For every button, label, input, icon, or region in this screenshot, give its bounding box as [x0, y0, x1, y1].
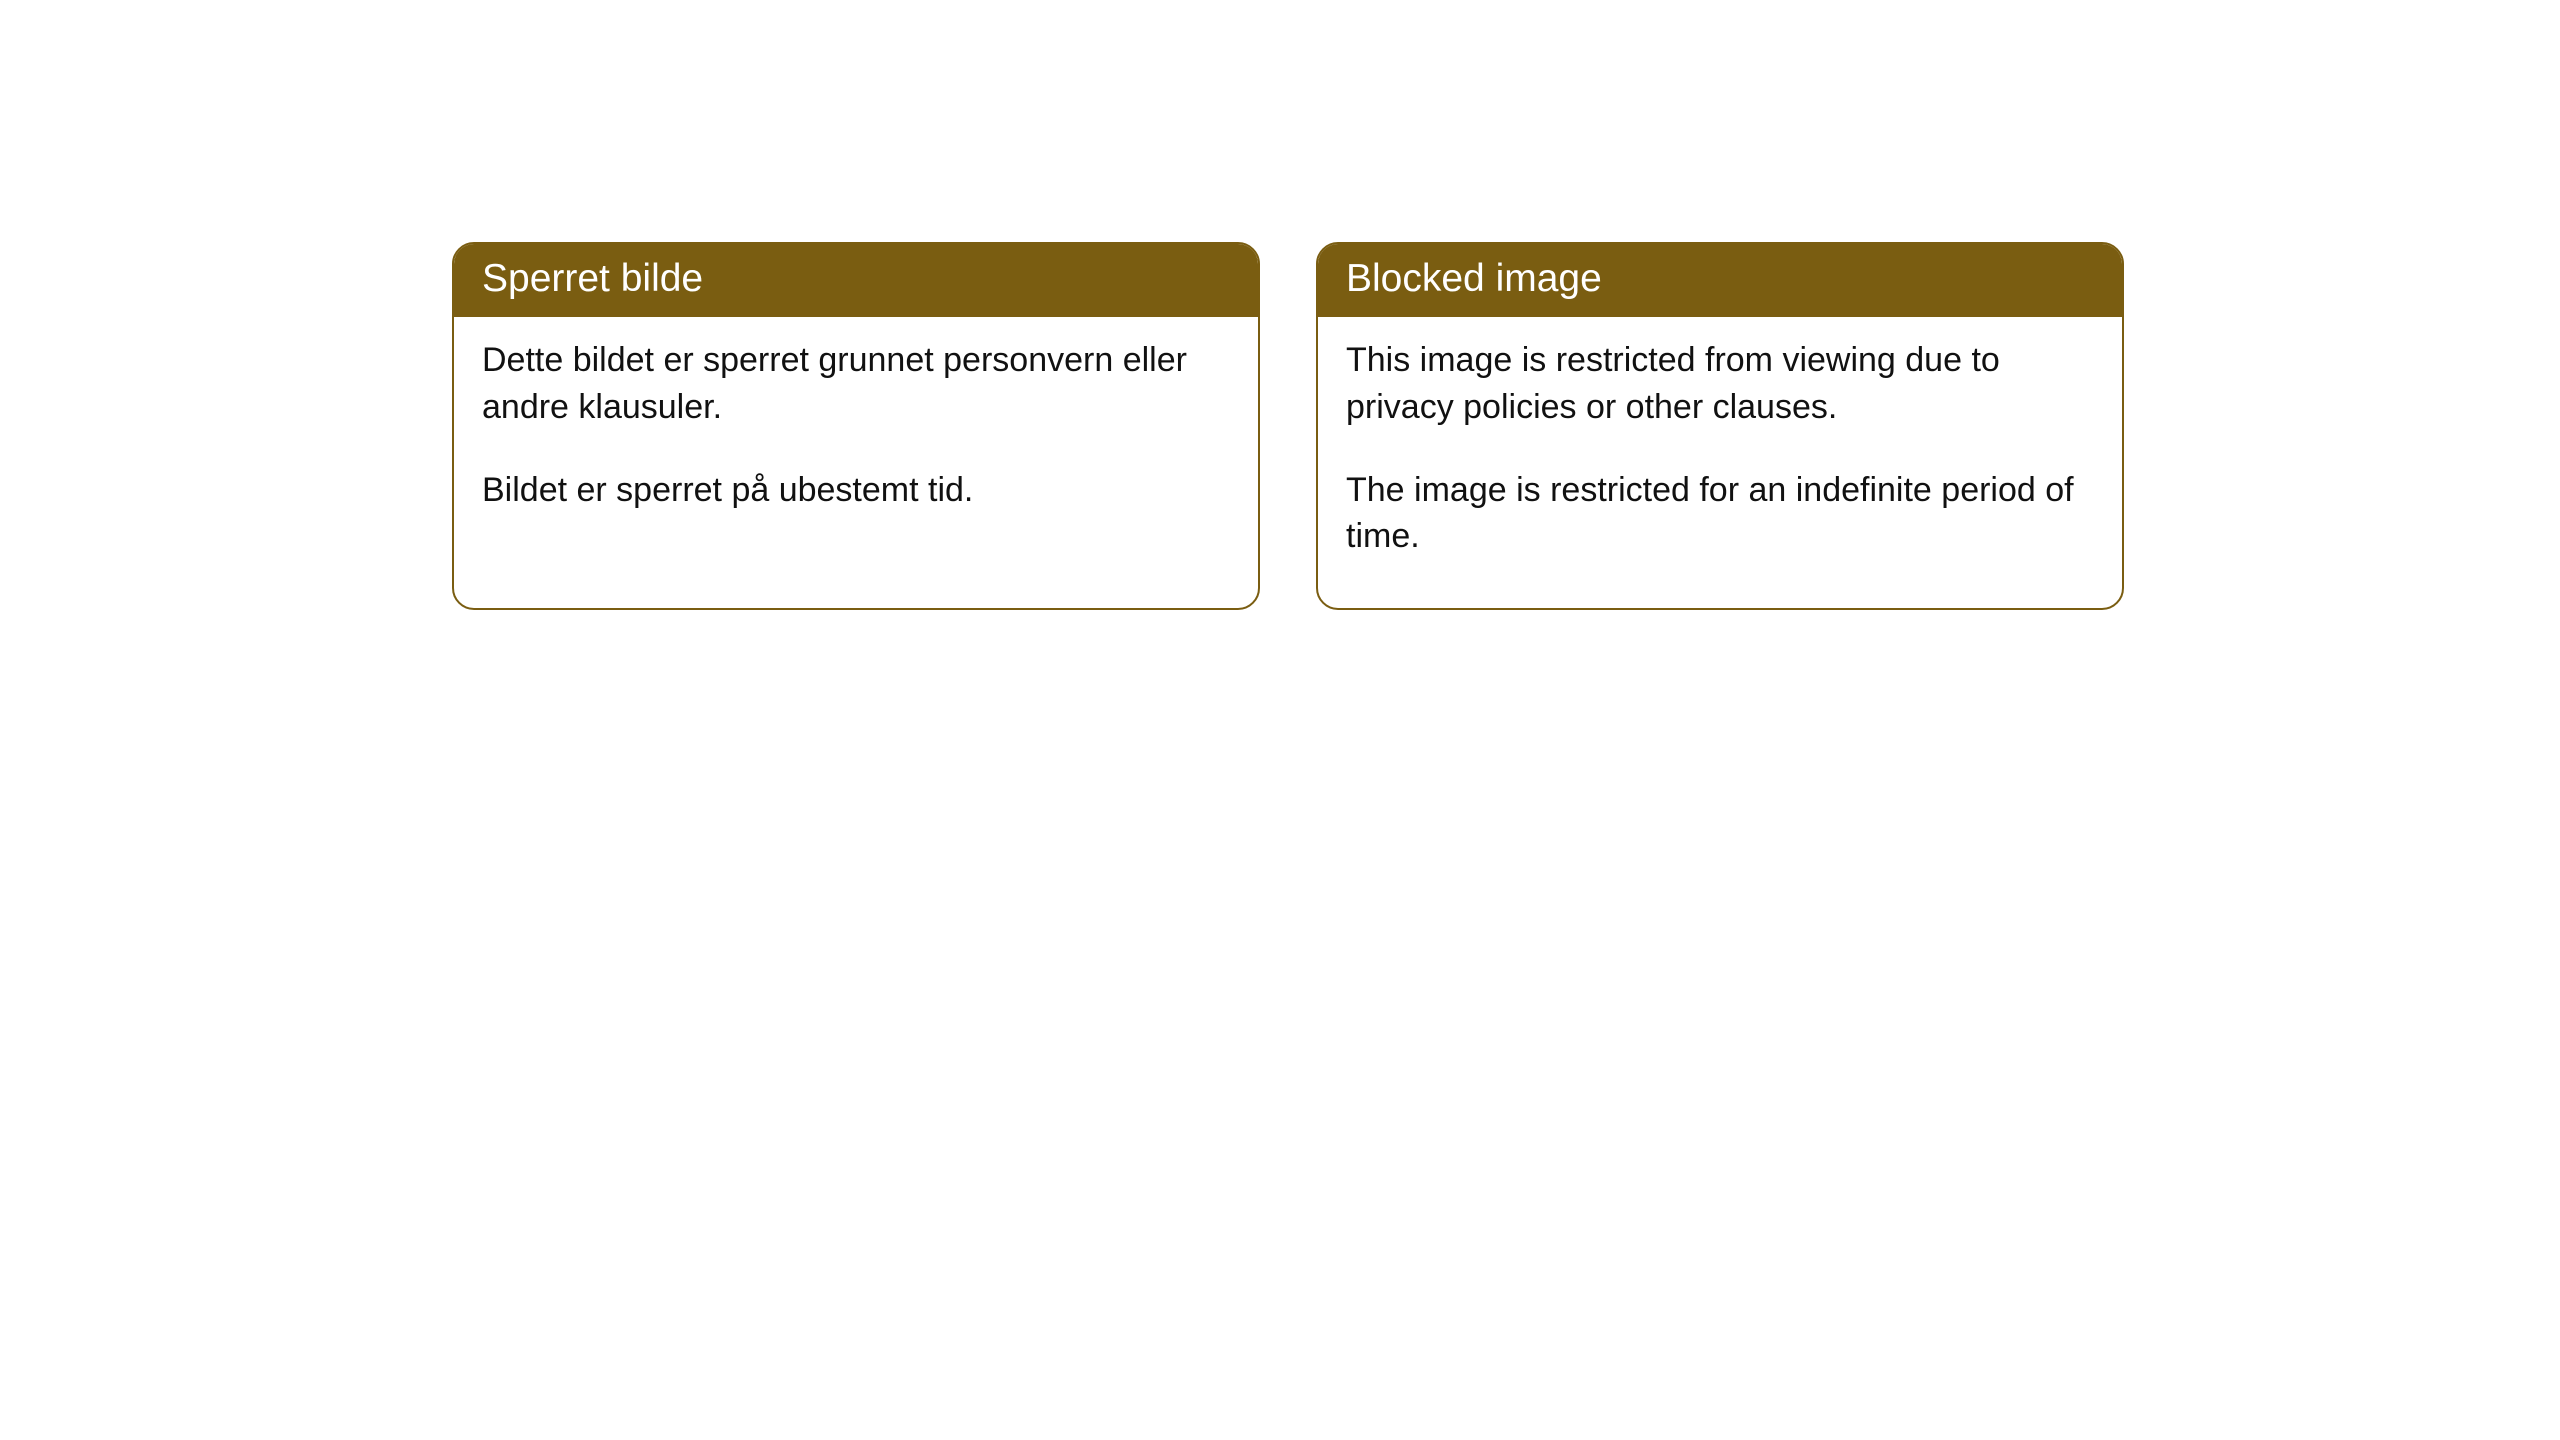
card-header-norwegian: Sperret bilde	[454, 244, 1258, 317]
card-body-english: This image is restricted from viewing du…	[1318, 317, 2122, 609]
card-text-norwegian-2: Bildet er sperret på ubestemt tid.	[482, 467, 1230, 514]
notice-card-norwegian: Sperret bilde Dette bildet er sperret gr…	[452, 242, 1260, 610]
card-text-norwegian-1: Dette bildet er sperret grunnet personve…	[482, 337, 1230, 431]
card-text-english-2: The image is restricted for an indefinit…	[1346, 467, 2094, 561]
notice-card-container: Sperret bilde Dette bildet er sperret gr…	[452, 242, 2124, 610]
notice-card-english: Blocked image This image is restricted f…	[1316, 242, 2124, 610]
card-body-norwegian: Dette bildet er sperret grunnet personve…	[454, 317, 1258, 562]
card-text-english-1: This image is restricted from viewing du…	[1346, 337, 2094, 431]
card-header-english: Blocked image	[1318, 244, 2122, 317]
